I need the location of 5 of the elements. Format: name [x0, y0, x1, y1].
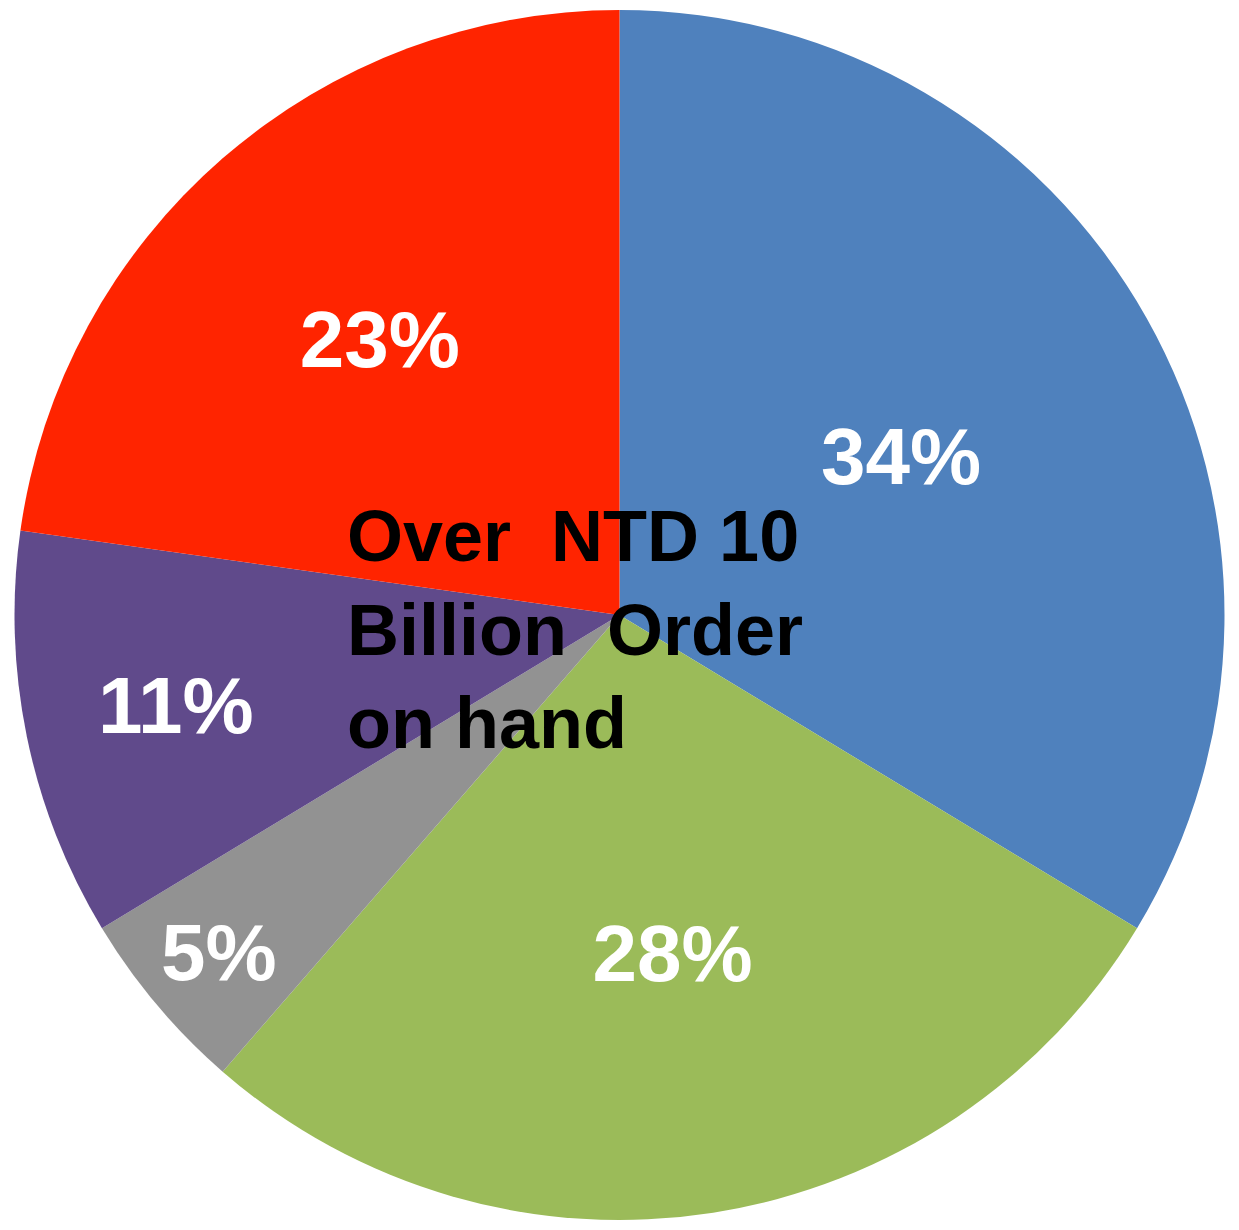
data-label: 5% [160, 907, 277, 997]
data-label: 34% [821, 411, 982, 501]
data-label: 28% [592, 909, 753, 999]
data-label: 23% [299, 294, 460, 384]
data-label: 11% [97, 661, 254, 751]
